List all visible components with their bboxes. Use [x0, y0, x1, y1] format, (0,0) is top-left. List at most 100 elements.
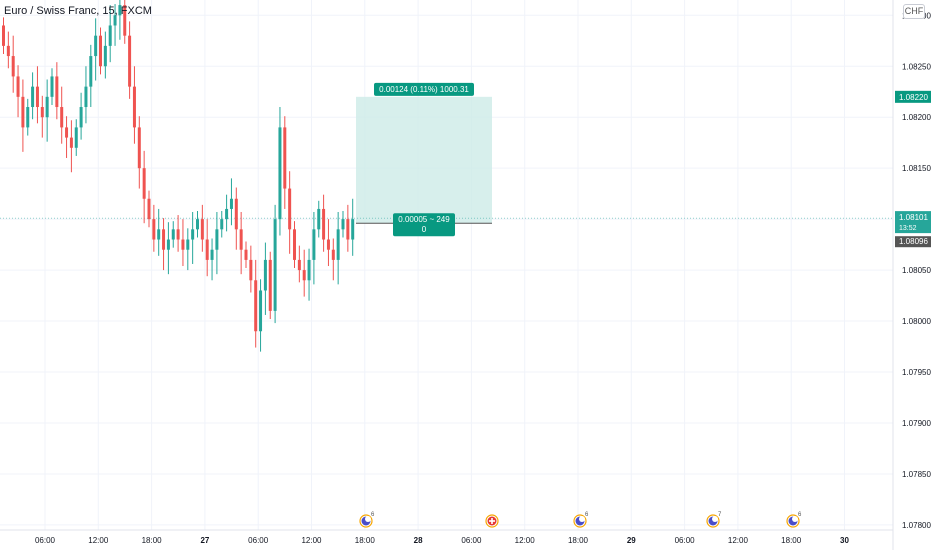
candle-body	[249, 259, 253, 281]
candle-body	[268, 259, 272, 311]
target-label-bg	[374, 82, 474, 96]
candle-body	[297, 259, 301, 271]
countdown-text: 13:52	[899, 225, 917, 232]
candle-body	[215, 229, 219, 250]
candle-body	[128, 35, 132, 87]
candle-body	[351, 219, 355, 240]
time-tick-label: 18:00	[355, 536, 376, 545]
time-tick-label: 12:00	[515, 536, 536, 545]
time-tick-label: 29	[627, 536, 636, 545]
candle-body	[94, 35, 98, 57]
target-price-badge-text: 1.08220	[899, 93, 928, 102]
price-tick-label: 1.07900	[902, 419, 931, 428]
entry-label-line2: 0	[422, 225, 427, 234]
cross-h	[489, 520, 495, 522]
candle-body	[346, 219, 350, 240]
candle-body	[60, 107, 64, 128]
candle-body	[225, 208, 229, 220]
current-price-badge	[895, 211, 931, 234]
target-zone	[356, 96, 492, 224]
marker-count: 6	[585, 512, 589, 518]
candle-body	[55, 76, 59, 108]
candle-body	[263, 259, 267, 291]
candle-body	[74, 127, 78, 148]
candle-body	[210, 249, 214, 260]
candle-body	[171, 229, 175, 240]
candle-body	[196, 219, 199, 230]
candle-body	[293, 229, 296, 260]
entry-price-badge	[895, 236, 931, 248]
price-tick-label: 1.08000	[902, 317, 931, 326]
candle-body	[157, 229, 161, 240]
time-tick-label: 12:00	[88, 536, 109, 545]
time-tick-label: 06:00	[461, 536, 482, 545]
price-tick-label: 1.08150	[902, 164, 931, 173]
candle-body	[21, 96, 25, 128]
candle-body	[11, 56, 15, 77]
moon-icon[interactable]: 6	[786, 512, 802, 528]
candle-body	[288, 188, 292, 230]
candle-body	[45, 96, 49, 118]
candle-body	[118, 5, 122, 16]
candle-body	[186, 239, 190, 250]
candle-body	[152, 219, 156, 240]
candle-body	[200, 219, 204, 240]
entry-label-bg	[393, 213, 455, 237]
candle-body	[50, 76, 54, 97]
candle-body	[65, 127, 69, 138]
candle-body	[31, 86, 35, 108]
time-tick-label: 12:00	[301, 536, 322, 545]
candle-body	[273, 219, 277, 311]
candle-body	[166, 239, 170, 250]
candle-body	[79, 107, 83, 128]
candle-body	[336, 229, 340, 260]
candle-body	[181, 239, 185, 250]
flag-icon[interactable]	[485, 514, 499, 528]
candle-body	[137, 127, 141, 169]
time-tick-label: 18:00	[781, 536, 802, 545]
chart-title: Euro / Swiss Franc, 15, FXCM	[4, 5, 152, 17]
candle-body	[191, 229, 195, 240]
candle-body	[317, 208, 321, 230]
candle-body	[307, 259, 311, 281]
price-tick-label: 1.08250	[902, 62, 931, 71]
candle-body	[220, 219, 224, 230]
candle-body	[205, 239, 209, 260]
candle-body	[341, 219, 345, 230]
moon-icon[interactable]: 7	[706, 512, 722, 528]
moon-icon[interactable]: 6	[573, 512, 589, 528]
candle-body	[239, 229, 243, 250]
time-tick-label: 06:00	[675, 536, 696, 545]
target-price-badge	[895, 90, 931, 103]
candle-body	[123, 5, 127, 36]
time-tick-label: 18:00	[142, 536, 163, 545]
price-tick-label: 1.07850	[902, 470, 931, 479]
moon-cut	[712, 516, 718, 522]
candle-body	[176, 229, 180, 240]
candle-body	[132, 86, 136, 128]
time-tick-label: 27	[200, 536, 209, 545]
candle-body	[278, 127, 282, 220]
candle-body	[103, 45, 107, 67]
moon-cut	[365, 516, 371, 522]
candle-body	[69, 137, 73, 148]
candle-body	[84, 86, 88, 108]
candle-body	[234, 198, 238, 230]
candle-body	[254, 280, 258, 332]
moon-icon[interactable]: 6	[359, 512, 375, 528]
time-tick-label: 06:00	[35, 536, 56, 545]
time-tick-label: 30	[840, 536, 849, 545]
time-tick-label: 06:00	[248, 536, 269, 545]
time-tick-label: 18:00	[568, 536, 589, 545]
target-label-text: 0.00124 (0.11%) 1000.31	[379, 85, 469, 94]
candle-body	[283, 127, 287, 189]
currency-badge[interactable]: CHF	[903, 4, 925, 19]
event-markers[interactable]: 6 6 7 6	[359, 512, 802, 528]
entry-price-badge-text: 1.08096	[899, 237, 928, 246]
price-tick-label: 1.08200	[902, 113, 931, 122]
moon-cut	[792, 516, 798, 522]
